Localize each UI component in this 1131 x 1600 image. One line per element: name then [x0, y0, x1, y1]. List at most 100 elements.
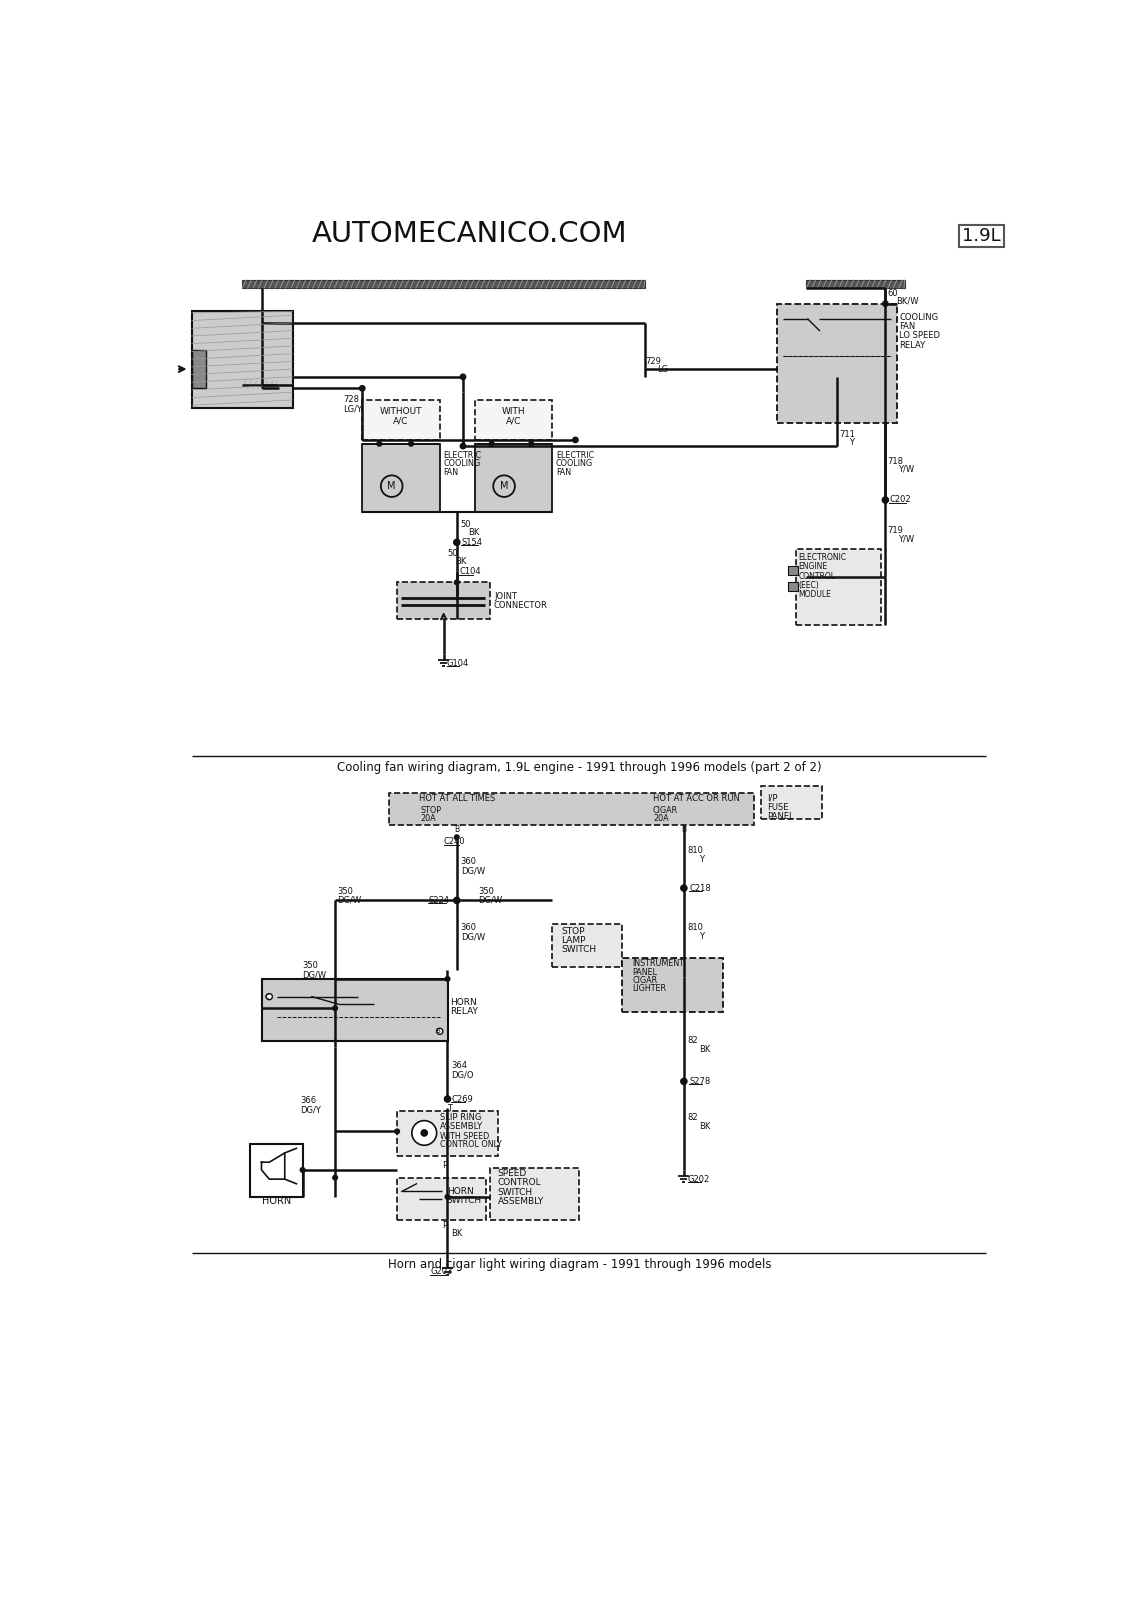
- Circle shape: [681, 1078, 687, 1085]
- Circle shape: [444, 1096, 450, 1102]
- Text: C: C: [265, 994, 269, 1000]
- Text: BK: BK: [456, 557, 467, 566]
- Text: Y/W: Y/W: [898, 534, 914, 542]
- Text: S278: S278: [689, 1077, 710, 1086]
- Text: 360: 360: [460, 858, 476, 867]
- Bar: [192, 350, 206, 389]
- Text: 350: 350: [303, 962, 319, 970]
- Circle shape: [446, 976, 450, 981]
- Text: COOLING: COOLING: [556, 459, 593, 469]
- Text: 711: 711: [839, 430, 855, 438]
- Text: A/C: A/C: [394, 418, 408, 426]
- Text: 20A: 20A: [653, 813, 668, 822]
- Text: SWITCH: SWITCH: [447, 1197, 482, 1205]
- Text: S224: S224: [429, 896, 449, 906]
- Circle shape: [333, 1006, 337, 1011]
- Text: 350: 350: [337, 886, 353, 896]
- Text: G203: G203: [431, 1267, 452, 1277]
- Bar: [362, 400, 440, 440]
- Bar: [242, 381, 277, 389]
- Text: ELECTRIC: ELECTRIC: [443, 451, 482, 459]
- Circle shape: [681, 885, 687, 891]
- Text: LIGHTER: LIGHTER: [632, 984, 667, 994]
- Bar: [761, 787, 822, 819]
- Bar: [475, 443, 552, 512]
- Text: AUTOMECANICO.COM: AUTOMECANICO.COM: [312, 221, 628, 248]
- Bar: [622, 958, 723, 1013]
- Bar: [192, 312, 293, 408]
- Text: 810: 810: [688, 846, 703, 854]
- Text: ASSEMBLY: ASSEMBLY: [498, 1197, 544, 1206]
- Text: HORN: HORN: [447, 1187, 474, 1195]
- Circle shape: [377, 442, 381, 446]
- Text: BK: BK: [699, 1045, 710, 1054]
- Text: SWITCH: SWITCH: [498, 1187, 533, 1197]
- Circle shape: [360, 386, 365, 390]
- Text: CONTROL: CONTROL: [498, 1179, 542, 1187]
- Text: C218: C218: [689, 883, 711, 893]
- Circle shape: [529, 442, 534, 446]
- Text: Cooling fan wiring diagram, 1.9L engine - 1991 through 1996 models (part 2 of 2): Cooling fan wiring diagram, 1.9L engine …: [337, 760, 821, 774]
- Circle shape: [437, 1029, 443, 1034]
- Bar: [389, 792, 753, 826]
- Text: FUSE: FUSE: [768, 803, 789, 811]
- Text: ELECTRIC: ELECTRIC: [556, 451, 594, 459]
- Circle shape: [460, 443, 466, 448]
- Text: HORN: HORN: [450, 997, 476, 1006]
- Text: 20A: 20A: [421, 813, 435, 822]
- Bar: [777, 304, 897, 422]
- Text: HOT AT ALL TIMES: HOT AT ALL TIMES: [418, 794, 495, 803]
- Bar: [475, 400, 552, 440]
- Text: STOP: STOP: [561, 926, 585, 936]
- Circle shape: [412, 1120, 437, 1146]
- Circle shape: [455, 581, 459, 584]
- Text: WITHOUT: WITHOUT: [380, 406, 422, 416]
- Circle shape: [300, 1168, 305, 1173]
- Circle shape: [266, 994, 273, 1000]
- Text: FAN: FAN: [899, 322, 916, 331]
- Text: BK: BK: [451, 1229, 463, 1237]
- Text: LAMP: LAMP: [561, 936, 586, 946]
- Text: CONNECTOR: CONNECTOR: [494, 602, 547, 610]
- Bar: [490, 1168, 579, 1219]
- Text: DG/W: DG/W: [303, 971, 327, 979]
- Circle shape: [333, 1176, 337, 1179]
- Text: SWITCH: SWITCH: [561, 946, 596, 954]
- Text: PANEL: PANEL: [632, 968, 658, 976]
- Bar: [397, 582, 490, 619]
- Text: FAN: FAN: [443, 467, 459, 477]
- Text: 50: 50: [448, 549, 458, 558]
- Text: CONTROL ONLY: CONTROL ONLY: [440, 1139, 501, 1149]
- Text: INSTRUMENT: INSTRUMENT: [632, 958, 684, 968]
- Circle shape: [454, 898, 460, 904]
- Text: M: M: [500, 482, 508, 491]
- Text: 718: 718: [888, 458, 904, 466]
- Text: 810: 810: [688, 923, 703, 931]
- Text: WITH SPEED: WITH SPEED: [440, 1131, 489, 1141]
- Text: Y: Y: [699, 933, 705, 941]
- Text: 60: 60: [888, 290, 898, 298]
- Text: 82: 82: [688, 1114, 698, 1122]
- Text: 366: 366: [300, 1096, 317, 1106]
- Bar: [788, 582, 797, 590]
- Text: DG/Y: DG/Y: [300, 1106, 321, 1114]
- Bar: [362, 443, 440, 512]
- Text: 50: 50: [460, 520, 472, 530]
- Bar: [242, 280, 645, 288]
- Text: C202: C202: [889, 496, 910, 504]
- Bar: [397, 1178, 486, 1219]
- Text: DG/W: DG/W: [460, 933, 485, 941]
- Text: Y: Y: [849, 438, 854, 446]
- Text: JOINT: JOINT: [494, 592, 517, 600]
- Text: DG/W: DG/W: [460, 867, 485, 875]
- Circle shape: [421, 1130, 429, 1136]
- Bar: [806, 280, 905, 288]
- Bar: [796, 549, 881, 624]
- Text: BK: BK: [468, 528, 480, 538]
- Text: DG/O: DG/O: [451, 1070, 474, 1080]
- Text: FAN: FAN: [556, 467, 571, 477]
- Text: COOLING: COOLING: [443, 459, 481, 469]
- Text: HORN: HORN: [261, 1195, 291, 1206]
- Text: 364: 364: [451, 1061, 467, 1070]
- Bar: [959, 226, 1004, 246]
